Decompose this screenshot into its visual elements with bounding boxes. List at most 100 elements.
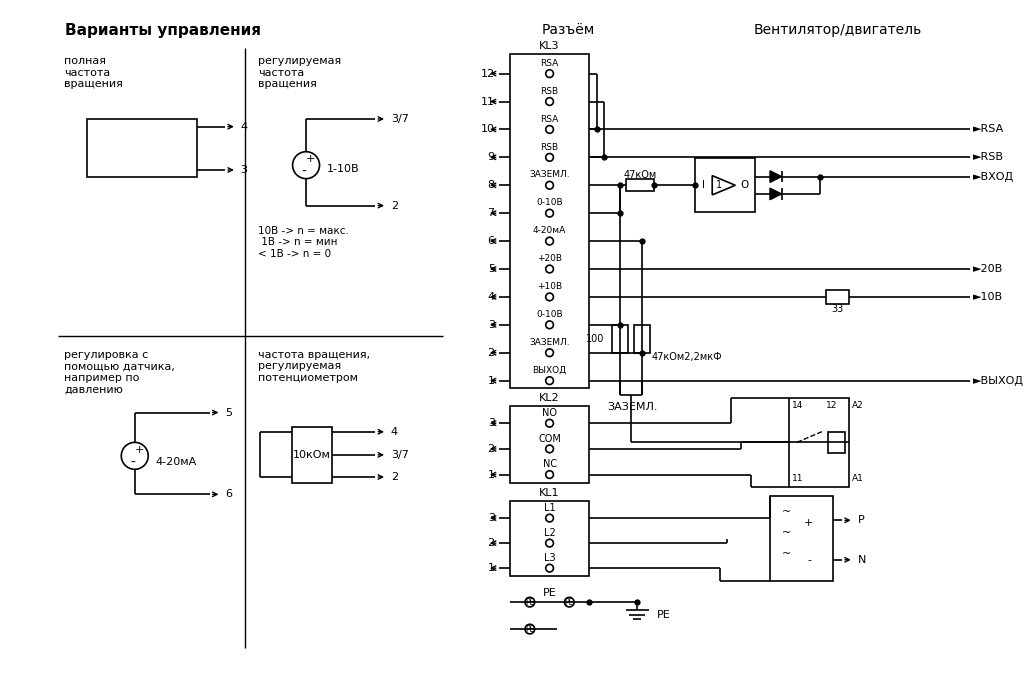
- Text: ВЫХОД: ВЫХОД: [532, 366, 566, 375]
- Bar: [634, 325, 649, 352]
- Text: 4-20мА: 4-20мА: [156, 456, 198, 466]
- Text: ►10В: ►10В: [973, 292, 1004, 302]
- Text: 7: 7: [487, 208, 495, 218]
- Text: A1: A1: [852, 475, 863, 484]
- Text: KL2: KL2: [540, 393, 560, 403]
- Text: 5: 5: [225, 408, 232, 417]
- Text: 6: 6: [225, 489, 232, 499]
- Text: потенциометром: потенциометром: [258, 373, 358, 383]
- Text: ЗАЗЕМЛ.: ЗАЗЕМЛ.: [607, 401, 657, 412]
- Text: регулируемая: регулируемая: [258, 57, 341, 66]
- Text: PE: PE: [656, 609, 670, 620]
- Text: 12: 12: [480, 68, 495, 79]
- Text: -: -: [130, 456, 135, 470]
- Text: полная: полная: [65, 57, 106, 66]
- Polygon shape: [770, 188, 781, 200]
- Text: ►ВЫХОД: ►ВЫХОД: [973, 376, 1024, 386]
- Text: 2: 2: [487, 538, 495, 548]
- Text: 1-10В: 1-10В: [328, 164, 359, 174]
- Text: 33: 33: [831, 304, 844, 314]
- Text: 10В -> n = макс.: 10В -> n = макс.: [258, 225, 349, 236]
- Text: 2: 2: [487, 444, 495, 454]
- Text: ►RSA: ►RSA: [973, 124, 1005, 135]
- Text: вращения: вращения: [258, 80, 316, 89]
- Text: 9: 9: [487, 152, 495, 163]
- Text: 0-10В: 0-10В: [537, 198, 563, 207]
- Text: 1: 1: [487, 563, 495, 573]
- Text: -: -: [807, 555, 811, 565]
- Bar: [87, 119, 198, 177]
- Text: 3: 3: [487, 418, 495, 429]
- Text: +20В: +20В: [537, 254, 562, 263]
- Text: +: +: [306, 154, 315, 165]
- Text: RSB: RSB: [541, 142, 559, 151]
- Text: ►20В: ►20В: [973, 264, 1004, 274]
- Text: 4-20мА: 4-20мА: [532, 226, 566, 235]
- Polygon shape: [770, 171, 781, 182]
- Text: NC: NC: [543, 459, 557, 469]
- Text: 5: 5: [487, 264, 495, 274]
- Text: 3/7: 3/7: [391, 450, 409, 460]
- Text: ~: ~: [781, 507, 791, 517]
- Text: например по: например по: [65, 373, 140, 383]
- Bar: [626, 179, 654, 191]
- Text: 1: 1: [487, 376, 495, 386]
- Text: PE: PE: [525, 625, 535, 634]
- Text: Варианты управления: Варианты управления: [66, 23, 261, 38]
- Text: ►ВХОД: ►ВХОД: [973, 172, 1014, 181]
- Text: PE: PE: [564, 597, 574, 607]
- Text: Вентилятор/двигатель: Вентилятор/двигатель: [754, 24, 922, 38]
- Text: 11: 11: [793, 475, 804, 484]
- Text: ЗАЗЕМЛ.: ЗАЗЕМЛ.: [529, 338, 570, 347]
- Text: < 1В -> n = 0: < 1В -> n = 0: [258, 248, 331, 259]
- Text: 8: 8: [487, 180, 495, 191]
- Text: 2: 2: [391, 200, 398, 211]
- Text: 0-10В: 0-10В: [537, 310, 563, 319]
- Text: RSA: RSA: [541, 59, 559, 68]
- Bar: [510, 501, 589, 576]
- Text: 11: 11: [480, 96, 495, 107]
- Text: 100: 100: [586, 334, 604, 344]
- Text: NO: NO: [542, 408, 557, 418]
- Bar: [695, 158, 755, 212]
- Text: O: O: [740, 180, 749, 191]
- Text: ~: ~: [781, 528, 791, 538]
- Text: RSA: RSA: [541, 114, 559, 124]
- Text: 6: 6: [487, 236, 495, 246]
- Text: 2: 2: [487, 348, 495, 358]
- Text: ~: ~: [781, 549, 791, 559]
- Text: +: +: [804, 518, 814, 528]
- Text: частота вращения,: частота вращения,: [258, 350, 370, 359]
- Text: 1В -> n = мин: 1В -> n = мин: [258, 237, 338, 247]
- Bar: [825, 290, 849, 304]
- Text: частота: частота: [258, 68, 304, 77]
- Text: A2: A2: [852, 401, 863, 410]
- Text: 4: 4: [241, 121, 248, 132]
- Text: COM: COM: [539, 433, 561, 444]
- Text: L3: L3: [544, 553, 555, 563]
- Text: P: P: [857, 515, 864, 526]
- Text: KL3: KL3: [540, 40, 560, 51]
- Text: ►RSB: ►RSB: [973, 152, 1005, 163]
- Text: N: N: [857, 555, 866, 565]
- Text: ЗАЗЕМЛ.: ЗАЗЕМЛ.: [529, 170, 570, 179]
- Bar: [827, 432, 845, 453]
- Text: помощью датчика,: помощью датчика,: [65, 362, 175, 371]
- Text: 47кОм2,2мкФ: 47кОм2,2мкФ: [651, 352, 722, 362]
- Text: 4: 4: [391, 426, 398, 437]
- Text: 1: 1: [716, 180, 722, 191]
- Text: Разъём: Разъём: [542, 24, 595, 38]
- Text: 3: 3: [487, 320, 495, 330]
- Text: частота: частота: [65, 68, 111, 77]
- Text: регулируемая: регулируемая: [258, 362, 341, 371]
- Text: 47кОм: 47кОм: [624, 170, 656, 179]
- Text: 3/7: 3/7: [391, 114, 409, 124]
- Text: 12: 12: [826, 401, 838, 410]
- Text: регулировка с: регулировка с: [65, 350, 148, 359]
- Text: I: I: [701, 180, 705, 191]
- Text: 4: 4: [487, 292, 495, 302]
- Text: 14: 14: [793, 401, 804, 410]
- Text: 10: 10: [480, 124, 495, 135]
- Text: 2: 2: [391, 472, 398, 482]
- Text: L2: L2: [544, 528, 555, 538]
